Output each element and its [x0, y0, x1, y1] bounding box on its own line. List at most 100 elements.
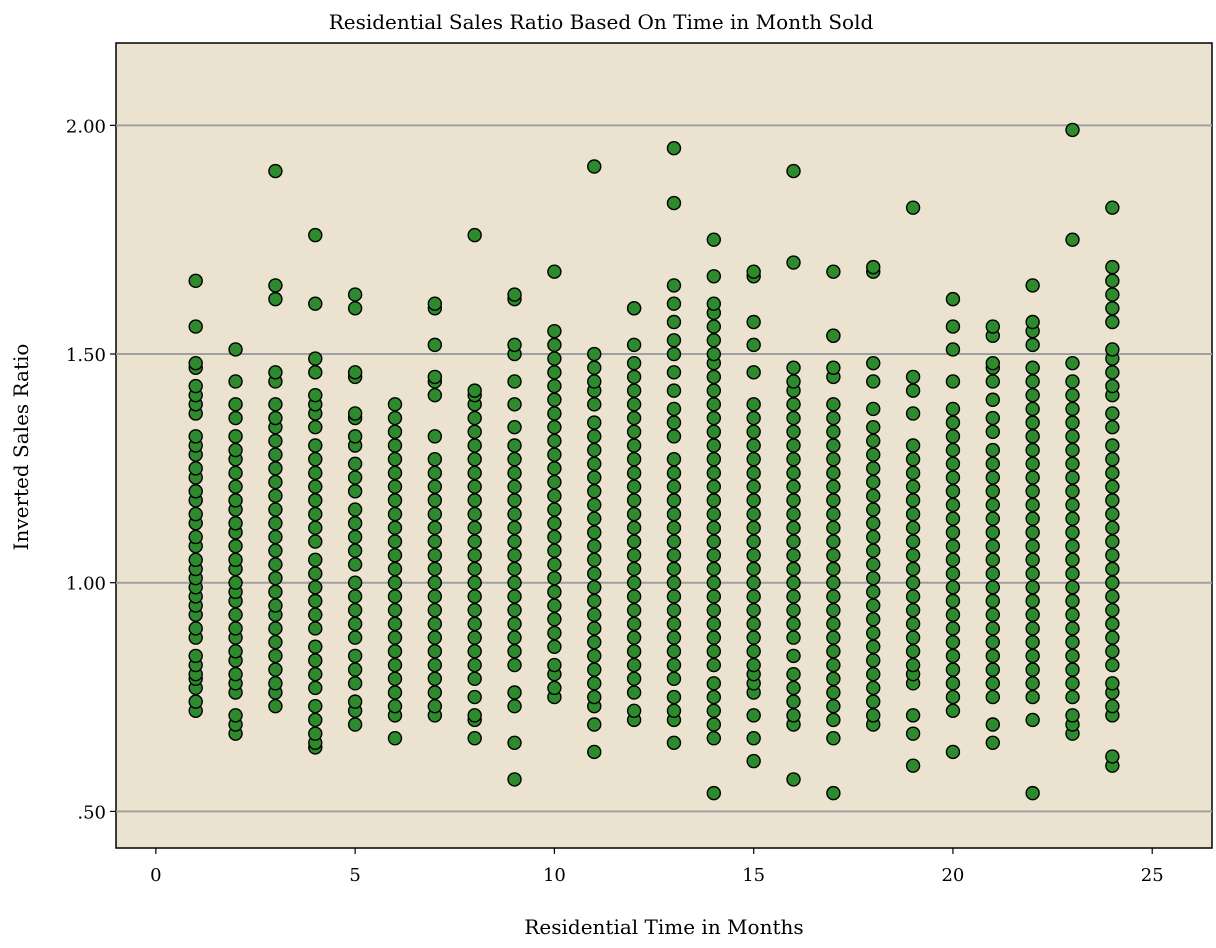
data-point	[826, 644, 841, 659]
data-point	[467, 520, 482, 536]
data-point	[746, 452, 761, 467]
data-point	[1105, 561, 1120, 577]
data-point	[985, 662, 1000, 677]
data-point	[1065, 689, 1080, 705]
data-point	[905, 369, 921, 385]
data-point	[786, 648, 801, 664]
data-point	[1105, 259, 1120, 275]
data-point	[985, 735, 1000, 751]
data-point	[1025, 634, 1040, 650]
data-point	[387, 671, 403, 686]
data-point	[1105, 452, 1120, 467]
data-point	[587, 552, 602, 568]
data-point	[507, 561, 522, 577]
x-tick-label: 25	[1141, 865, 1164, 886]
data-point	[427, 589, 443, 604]
data-point	[905, 520, 921, 536]
data-point	[268, 543, 283, 558]
data-point	[1025, 712, 1040, 728]
data-point	[866, 355, 881, 371]
data-point	[308, 534, 323, 549]
data-point	[626, 685, 642, 700]
data-point	[467, 575, 482, 590]
data-point	[387, 561, 403, 577]
data-point	[746, 731, 761, 746]
data-point	[945, 429, 961, 444]
data-point	[308, 351, 323, 366]
data-point	[866, 529, 881, 545]
data-point	[547, 502, 562, 517]
data-point	[786, 630, 801, 645]
data-point	[188, 529, 203, 545]
data-point	[427, 429, 443, 444]
data-point	[1025, 785, 1040, 801]
y-axis-ticks: .50 1.00 1.50 2.00	[66, 116, 116, 823]
data-point	[467, 589, 482, 604]
data-point	[746, 534, 761, 549]
data-point	[308, 680, 323, 696]
data-point	[866, 625, 881, 641]
data-point	[666, 383, 682, 398]
data-point	[308, 296, 323, 311]
data-point	[945, 456, 961, 471]
data-point	[427, 337, 443, 353]
data-point	[706, 602, 722, 618]
data-point	[1025, 415, 1040, 430]
data-point	[985, 717, 1000, 732]
data-point	[786, 666, 801, 682]
data-point	[587, 607, 602, 622]
data-point	[866, 401, 881, 417]
data-point	[387, 452, 403, 467]
data-point	[945, 374, 961, 389]
data-point	[228, 575, 243, 590]
data-point	[626, 465, 642, 481]
data-point	[706, 534, 722, 549]
data-point	[547, 639, 562, 654]
data-point	[706, 410, 722, 426]
data-point	[666, 479, 682, 494]
data-point	[826, 328, 841, 343]
data-point	[786, 506, 801, 522]
data-point	[467, 602, 482, 618]
data-point	[905, 758, 921, 773]
data-point	[387, 410, 403, 426]
data-point	[387, 506, 403, 522]
data-point	[945, 511, 961, 526]
data-point	[666, 657, 682, 673]
data-point	[985, 538, 1000, 554]
data-point	[387, 644, 403, 659]
data-point	[826, 548, 841, 563]
data-point	[1025, 442, 1040, 458]
data-point	[347, 616, 363, 632]
data-point	[268, 397, 283, 412]
data-point	[387, 630, 403, 645]
data-point	[866, 374, 881, 389]
data-point	[866, 447, 881, 462]
data-point	[866, 612, 881, 627]
data-point	[905, 200, 921, 215]
data-point	[188, 319, 203, 334]
data-point	[188, 484, 203, 499]
data-point	[347, 694, 363, 709]
data-point	[826, 589, 841, 604]
data-point	[826, 575, 841, 590]
x-tick-label: 10	[543, 865, 566, 886]
data-point	[507, 506, 522, 522]
data-point	[945, 319, 961, 334]
data-point	[905, 602, 921, 618]
data-point	[866, 639, 881, 654]
data-point	[1025, 401, 1040, 417]
data-point	[587, 429, 602, 444]
data-point	[905, 575, 921, 590]
data-point	[746, 753, 761, 769]
data-point	[945, 470, 961, 485]
data-point	[905, 493, 921, 508]
data-point	[746, 548, 761, 563]
data-point	[427, 493, 443, 508]
data-point	[427, 465, 443, 481]
data-point	[427, 630, 443, 645]
data-point	[1025, 429, 1040, 444]
data-point	[1065, 387, 1080, 403]
data-point	[1065, 232, 1080, 247]
data-point	[1065, 374, 1080, 389]
